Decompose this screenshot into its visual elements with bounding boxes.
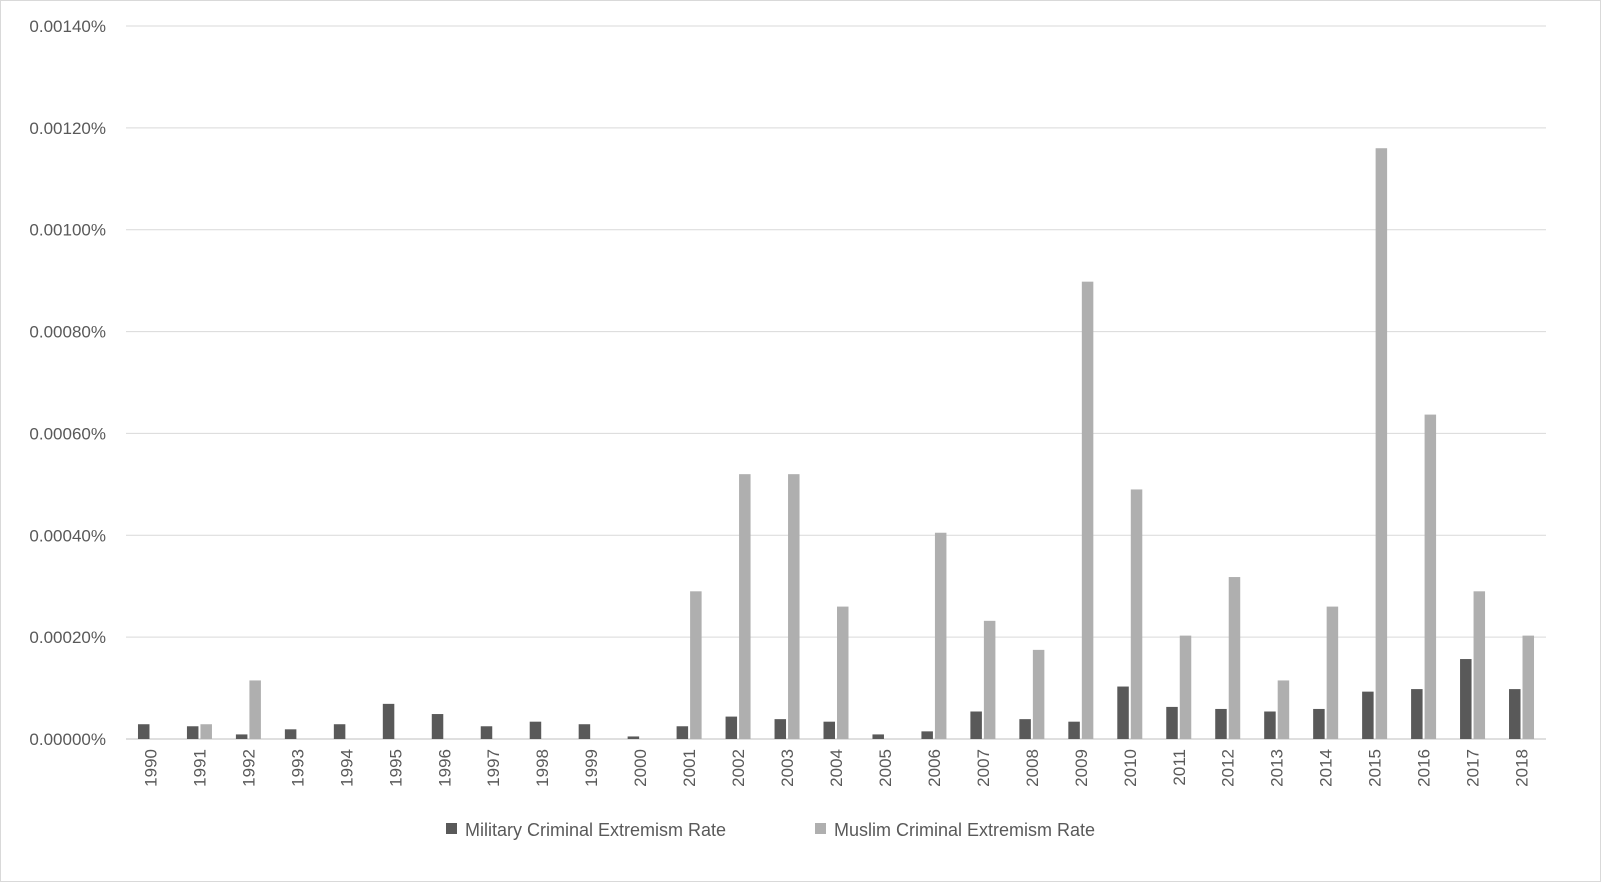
bar-muslim xyxy=(249,680,261,739)
bar-military xyxy=(284,729,297,739)
x-tick-label: 2009 xyxy=(1072,749,1091,787)
x-tick-label: 2018 xyxy=(1513,749,1532,787)
x-tick-label: 1994 xyxy=(337,749,356,787)
x-tick-label: 2011 xyxy=(1170,749,1189,786)
legend-muslim-swatch xyxy=(815,823,826,834)
bar-muslim xyxy=(934,532,947,739)
bar-military xyxy=(774,719,787,739)
bar-muslim xyxy=(1130,489,1143,739)
bar-muslim xyxy=(1424,414,1437,739)
bar-military xyxy=(872,734,884,739)
bar-military xyxy=(1411,689,1423,739)
x-tick-label: 1999 xyxy=(582,749,601,787)
x-tick-label: 2014 xyxy=(1317,749,1336,787)
x-tick-label: 1997 xyxy=(484,749,503,787)
bar-military xyxy=(1509,689,1521,739)
x-tick-label: 2012 xyxy=(1219,749,1238,787)
y-tick-label: 0.00040% xyxy=(29,526,106,545)
bar-military xyxy=(382,703,395,739)
bar-muslim xyxy=(1375,148,1388,739)
bar-muslim xyxy=(983,620,996,739)
x-tick-label: 2004 xyxy=(827,749,846,787)
x-tick-label: 2006 xyxy=(925,749,944,787)
bar-military xyxy=(480,726,493,739)
bar-muslim xyxy=(1277,680,1290,739)
bar-muslim xyxy=(1228,577,1241,739)
bar-military xyxy=(1264,711,1276,739)
bar-military xyxy=(431,714,444,739)
bar-military xyxy=(676,726,689,739)
bar-military xyxy=(725,716,738,739)
x-tick-label: 2001 xyxy=(680,749,699,787)
bar-muslim xyxy=(788,474,800,739)
bar-muslim xyxy=(1032,649,1045,739)
x-tick-label: 2007 xyxy=(974,749,993,787)
x-tick-label: 2010 xyxy=(1121,749,1140,787)
bar-muslim xyxy=(1081,281,1094,739)
bar-military xyxy=(137,724,150,739)
bar-military xyxy=(529,721,542,739)
bar-military xyxy=(1019,719,1031,739)
x-tick-label: 2000 xyxy=(631,749,650,787)
x-tick-label: 2017 xyxy=(1464,749,1483,787)
bar-muslim xyxy=(837,606,849,739)
x-tick-label: 1991 xyxy=(190,749,209,787)
y-tick-label: 0.00000% xyxy=(29,730,106,749)
x-tick-label: 1990 xyxy=(141,749,160,787)
y-tick-label: 0.00060% xyxy=(29,424,106,443)
legend-muslim-label: Muslim Criminal Extremism Rate xyxy=(834,820,1095,840)
bar-military xyxy=(921,731,933,739)
bar-military xyxy=(1460,659,1472,739)
bar-military xyxy=(823,721,835,739)
x-tick-label: 2008 xyxy=(1023,749,1042,787)
bar-military xyxy=(1362,691,1374,739)
x-tick-label: 2005 xyxy=(876,749,895,787)
legend-military-label: Military Criminal Extremism Rate xyxy=(465,820,726,840)
bar-military xyxy=(235,734,248,739)
bar-military xyxy=(1166,706,1178,739)
bar-military xyxy=(970,711,982,739)
y-tick-label: 0.00020% xyxy=(29,628,106,647)
bar-muslim xyxy=(1473,591,1486,739)
bar-military xyxy=(627,736,640,739)
x-tick-label: 2016 xyxy=(1415,749,1434,787)
bar-muslim xyxy=(690,591,702,739)
x-tick-label: 2002 xyxy=(729,749,748,787)
bar-muslim xyxy=(200,724,212,739)
bar-muslim xyxy=(1179,635,1192,739)
x-tick-label: 2003 xyxy=(778,749,797,787)
bar-military xyxy=(1068,721,1080,739)
y-tick-label: 0.00120% xyxy=(29,119,106,138)
bar-muslim xyxy=(739,474,751,739)
x-tick-label: 2013 xyxy=(1268,749,1287,787)
x-tick-label: 1995 xyxy=(386,749,405,787)
bar-military xyxy=(186,726,199,739)
bar-military xyxy=(1215,708,1227,739)
x-tick-label: 2015 xyxy=(1366,749,1385,787)
bar-muslim xyxy=(1522,635,1535,739)
bar-military xyxy=(1117,686,1129,739)
y-tick-label: 0.00080% xyxy=(29,323,106,342)
y-tick-label: 0.00140% xyxy=(29,17,106,36)
x-tick-label: 1993 xyxy=(288,749,307,787)
bar-military xyxy=(1313,708,1325,739)
bar-military xyxy=(333,724,346,739)
x-tick-label: 1996 xyxy=(435,749,454,787)
bar-military xyxy=(578,724,591,739)
x-tick-label: 1998 xyxy=(533,749,552,787)
y-tick-label: 0.00100% xyxy=(29,221,106,240)
bar-muslim xyxy=(1326,606,1339,739)
x-tick-label: 1992 xyxy=(239,749,258,787)
legend-military-swatch xyxy=(446,823,457,834)
